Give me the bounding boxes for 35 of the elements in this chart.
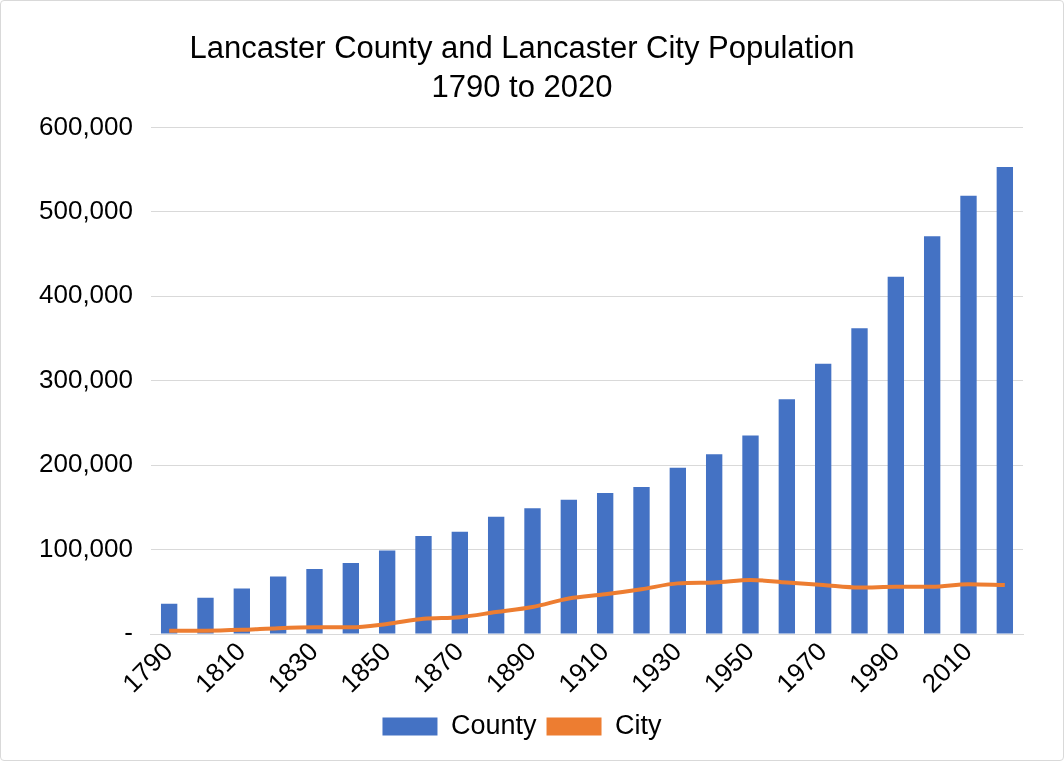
bar [778,399,795,634]
bar [960,195,977,634]
y-tick-label: - [124,617,133,648]
bar [415,536,432,634]
y-tick-label: 600,000 [39,110,133,141]
bar [996,167,1014,634]
y-tick-label: 300,000 [39,363,133,394]
bar [814,363,832,634]
y-tick-label: 400,000 [39,279,133,310]
bar [524,508,541,634]
bar [705,454,723,634]
bar [487,516,505,634]
bar [851,328,868,634]
bar [378,550,396,634]
bar [160,603,178,634]
bar [923,236,941,634]
bar [560,499,577,634]
bar [596,493,614,634]
y-tick-label: 500,000 [39,195,133,226]
chart-title: Lancaster County and Lancaster City Population [189,30,855,66]
line-series [167,578,1007,633]
bar [742,435,759,634]
bar [669,467,686,634]
bar [451,531,468,634]
bar [633,487,650,634]
bar [342,563,359,634]
legend-label: County [450,709,538,740]
y-tick-label: 100,000 [39,532,133,563]
bar [269,576,287,634]
bar [887,276,905,634]
bar [306,569,323,634]
legend-label: City [615,709,663,740]
bar [233,588,250,634]
chart-subtitle: 1790 to 2020 [431,69,613,105]
y-tick-label: 200,000 [39,448,133,479]
